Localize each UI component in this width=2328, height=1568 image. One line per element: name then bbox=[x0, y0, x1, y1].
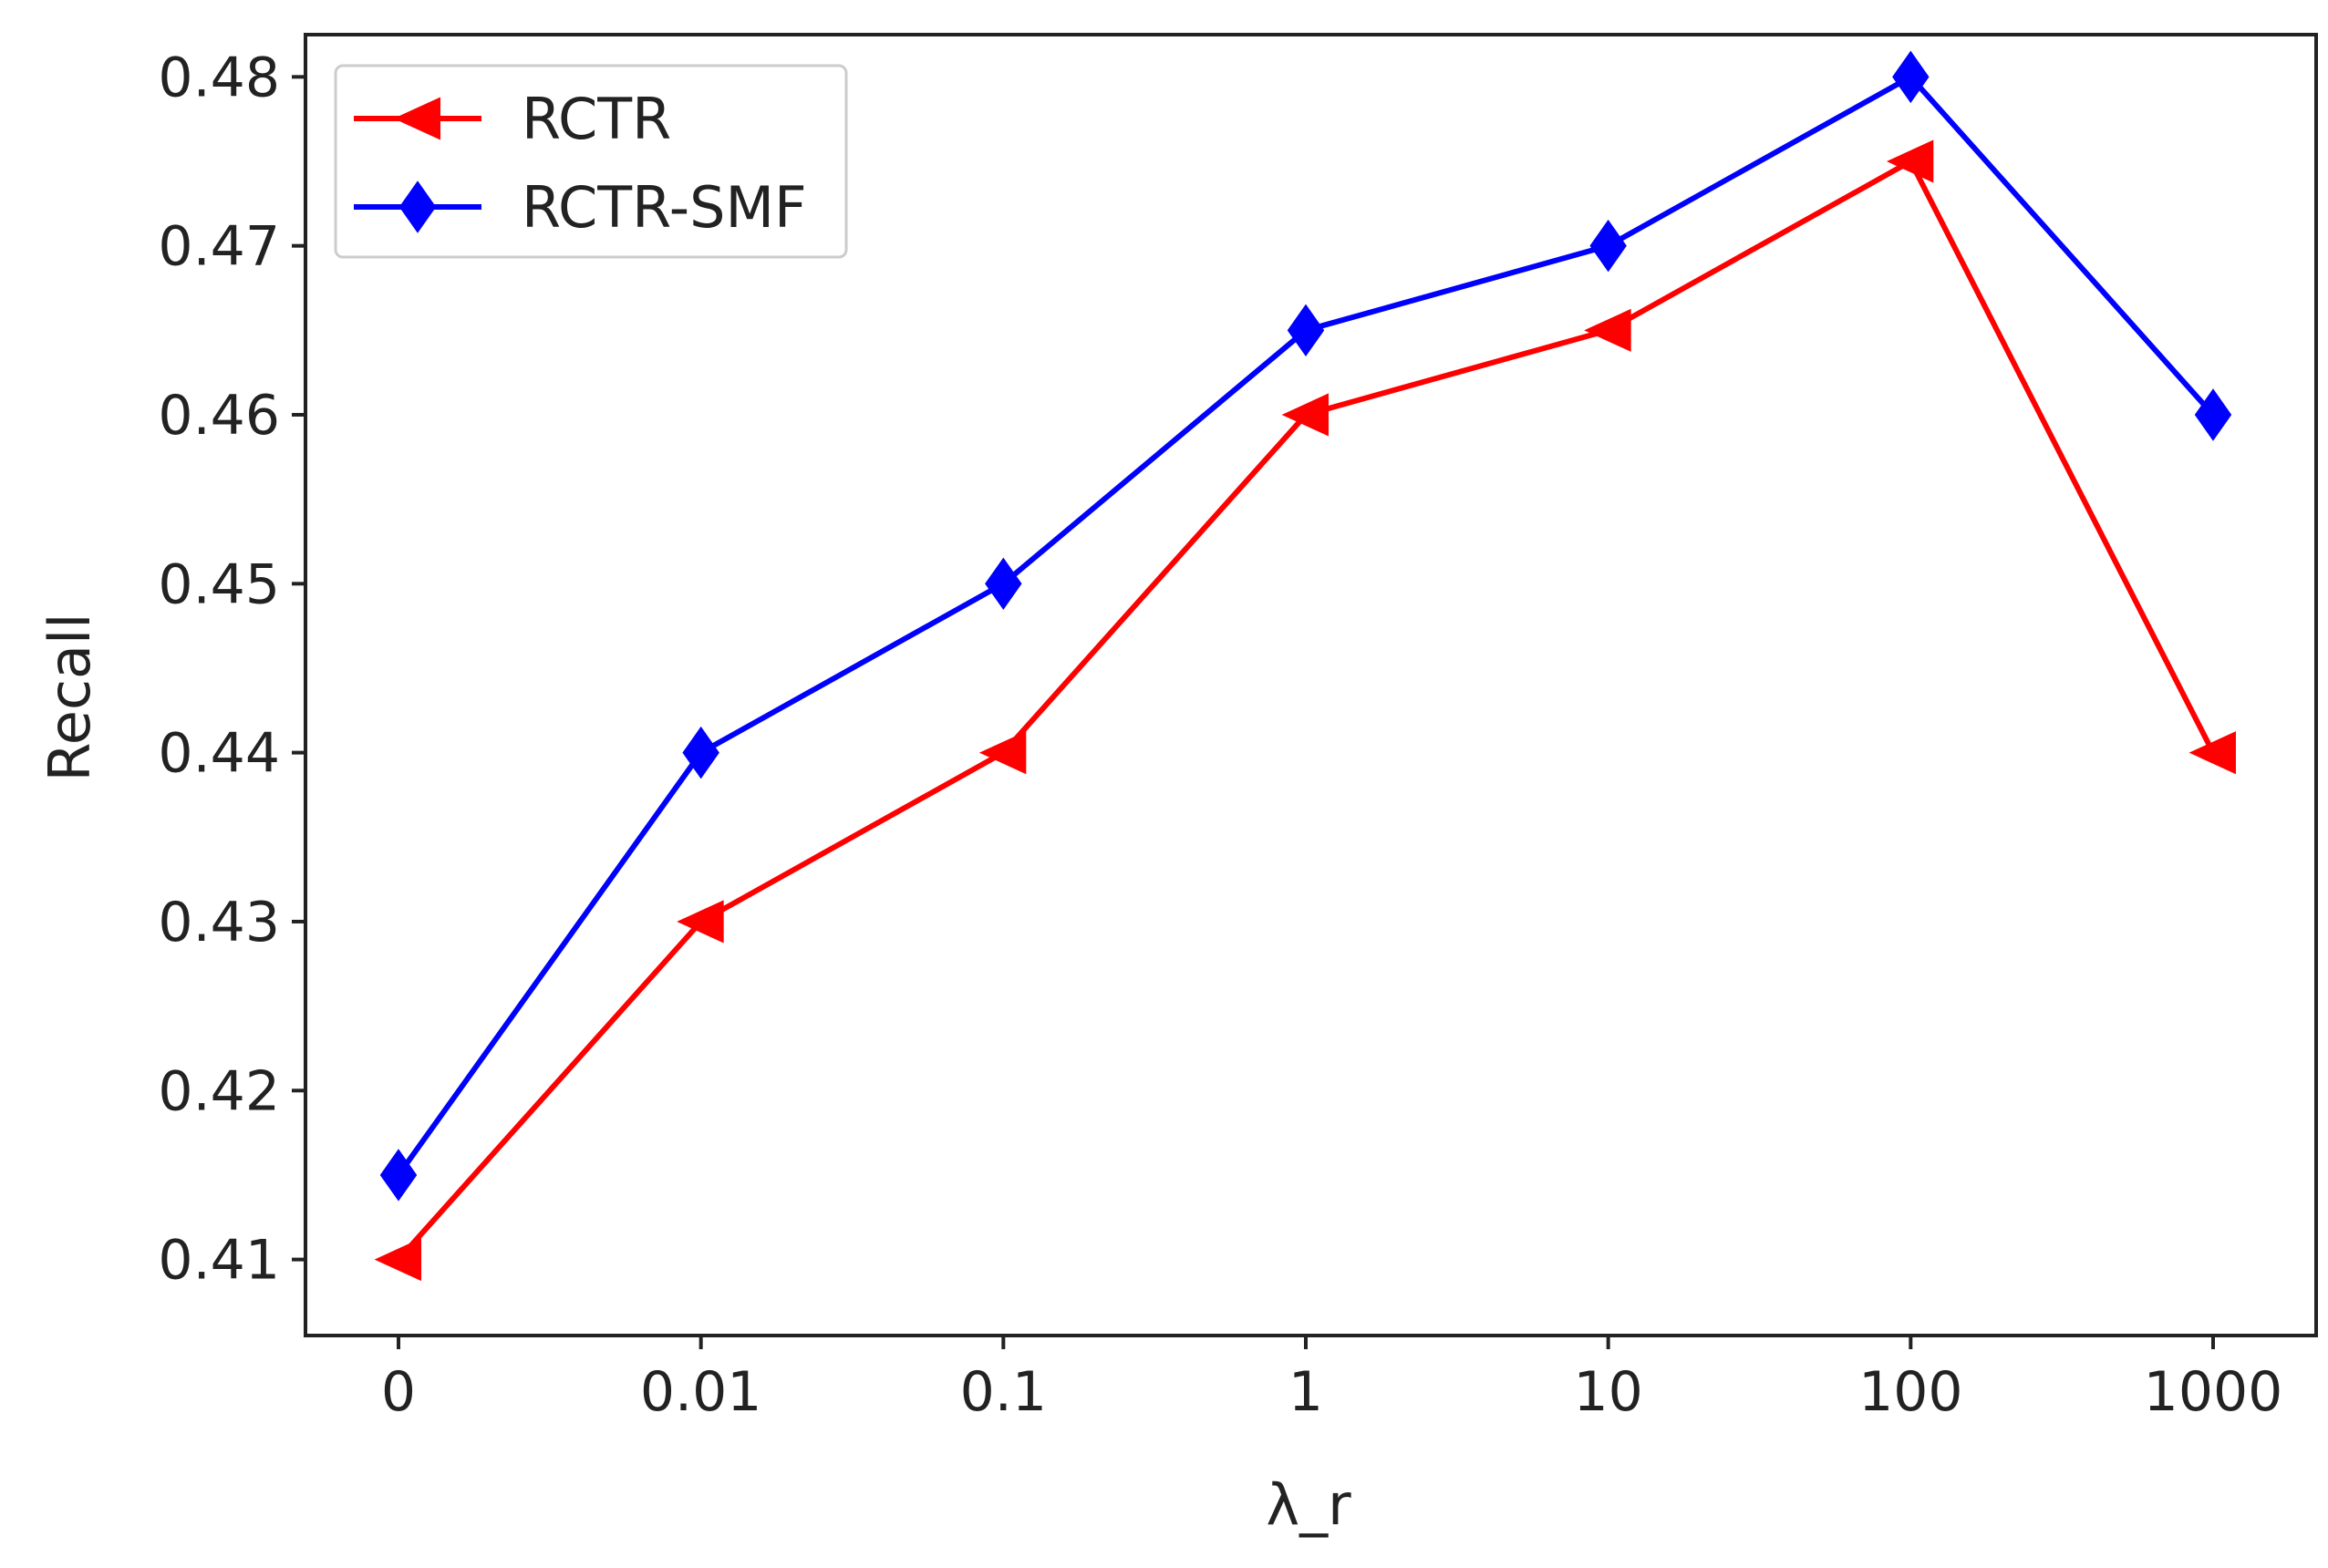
x-tick-label: 0 bbox=[381, 1360, 416, 1424]
x-tick-label: 0.1 bbox=[960, 1360, 1047, 1424]
legend-label-rctr: RCTR bbox=[522, 86, 671, 152]
series-layer bbox=[374, 50, 2236, 1282]
y-tick-label: 0.44 bbox=[158, 722, 280, 786]
x-axis-ticks: 0 0.01 0.1 1 10 100 1000 bbox=[381, 1336, 2282, 1424]
series-rctr-smf bbox=[379, 50, 2232, 1202]
y-tick-label: 0.43 bbox=[158, 891, 280, 954]
y-tick-label: 0.45 bbox=[158, 552, 280, 616]
data-point-rctr-smf bbox=[2194, 388, 2232, 441]
data-point-rctr-smf bbox=[1892, 50, 1930, 104]
y-tick-label: 0.48 bbox=[158, 46, 280, 109]
y-axis-ticks: 0.41 0.42 0.43 0.44 0.45 0.46 0.47 0.48 bbox=[158, 46, 305, 1293]
data-point-rctr-smf bbox=[1287, 304, 1325, 357]
data-point-rctr-smf bbox=[682, 726, 719, 779]
x-tick-label: 1 bbox=[1288, 1360, 1323, 1424]
x-tick-label: 1000 bbox=[2144, 1360, 2283, 1424]
y-tick-label: 0.47 bbox=[158, 215, 280, 279]
data-point-rctr bbox=[374, 1238, 421, 1282]
legend-marker-rctr bbox=[393, 97, 440, 140]
x-tick-label: 100 bbox=[1858, 1360, 1963, 1424]
x-axis-label: λ_r bbox=[1266, 1471, 1351, 1538]
legend-label-rctr-smf: RCTR-SMF bbox=[522, 174, 807, 241]
legend-marker-rctr-smf bbox=[398, 181, 437, 233]
y-tick-label: 0.41 bbox=[158, 1229, 280, 1293]
series-rctr bbox=[374, 139, 2236, 1282]
y-tick-label: 0.42 bbox=[158, 1059, 280, 1123]
data-point-rctr bbox=[1281, 393, 1329, 437]
data-point-rctr bbox=[677, 900, 724, 944]
data-point-rctr bbox=[1584, 308, 1631, 352]
data-point-rctr-smf bbox=[985, 557, 1022, 611]
data-point-rctr bbox=[1886, 139, 1934, 183]
y-axis-label: Recall bbox=[36, 614, 103, 782]
data-point-rctr-smf bbox=[1589, 219, 1627, 273]
legend: RCTR RCTR-SMF bbox=[334, 64, 848, 259]
data-point-rctr bbox=[978, 731, 1027, 775]
data-point-rctr bbox=[2188, 731, 2236, 775]
x-tick-label: 10 bbox=[1573, 1360, 1642, 1424]
data-point-rctr-smf bbox=[379, 1149, 418, 1202]
axes-frame bbox=[304, 33, 2318, 1337]
x-tick-label: 0.01 bbox=[640, 1360, 762, 1424]
y-tick-label: 0.46 bbox=[158, 384, 280, 448]
